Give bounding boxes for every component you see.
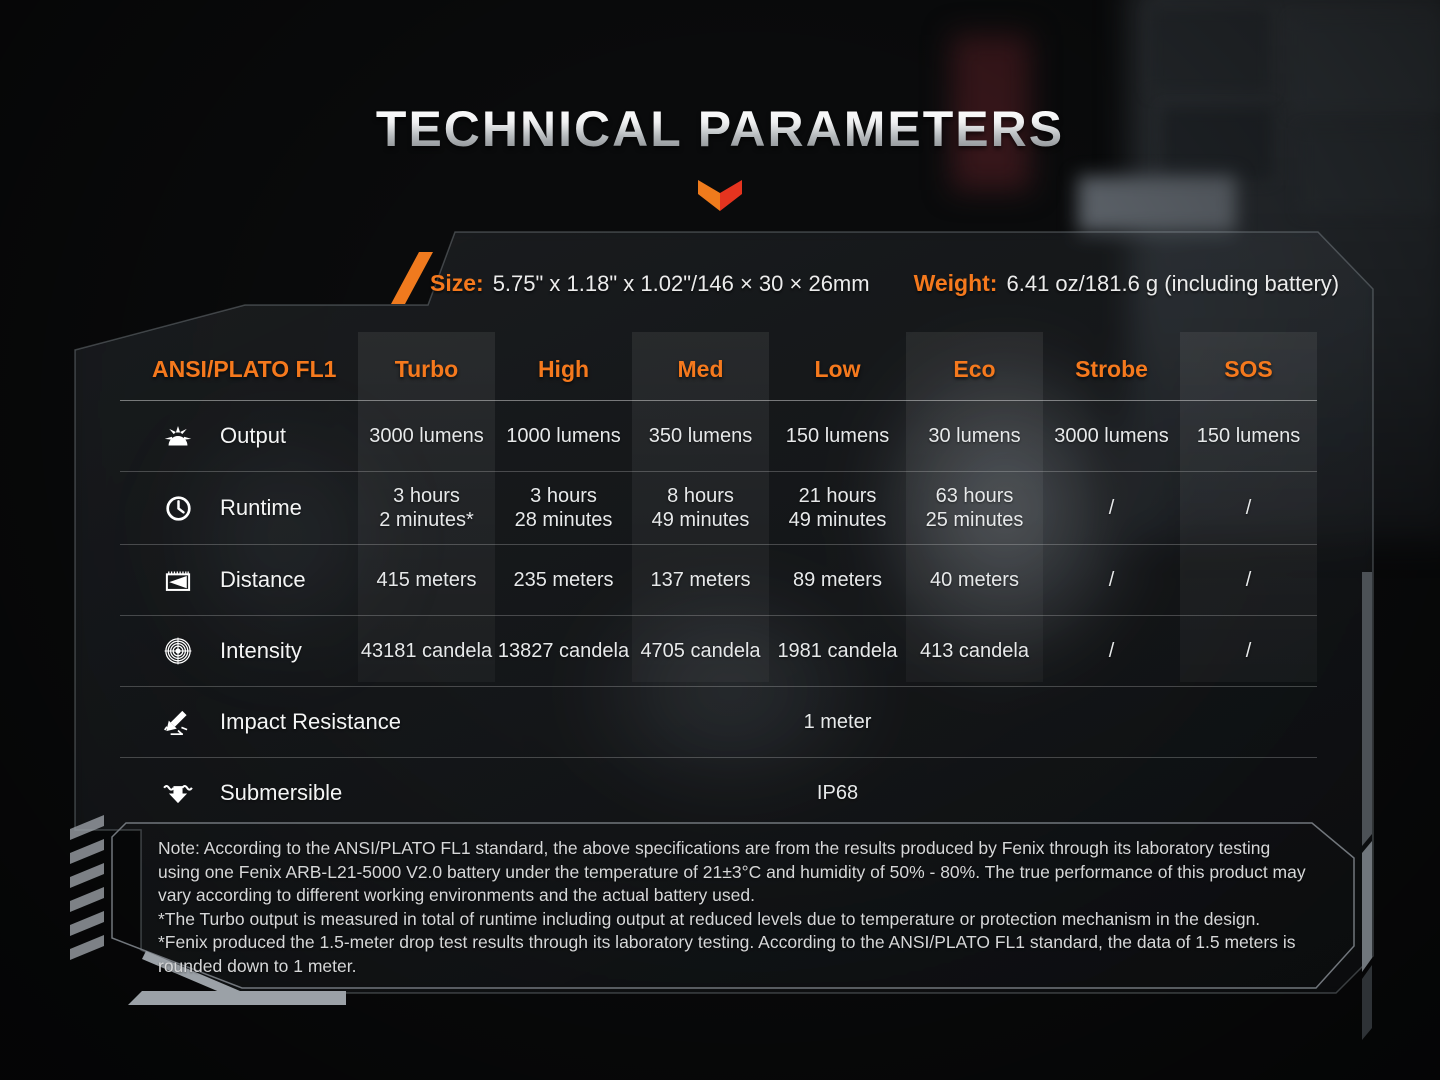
table-row-output: Output 3000 lumens 1000 lumens 350 lumen… — [120, 401, 1317, 472]
note-paragraph-2: *The Turbo output is measured in total o… — [158, 908, 1261, 929]
cell-distance-eco: 40 meters — [930, 569, 1019, 591]
weight-value: 6.41 oz/181.6 g (including battery) — [1006, 271, 1340, 296]
water-arrow-icon — [162, 779, 194, 807]
cell-intensity-sos: / — [1245, 640, 1252, 662]
table-header-row: ANSI/PLATO FL1 Turbo High Med Low Eco St… — [120, 338, 1317, 401]
cell-distance-strobe: / — [1108, 569, 1115, 591]
column-header-ansi-plato: ANSI/PLATO FL1 — [152, 355, 337, 382]
chevron-down-icon — [698, 180, 742, 212]
row-label-text: Submersible — [220, 780, 343, 805]
cell-runtime-sos: / — [1245, 497, 1252, 519]
row-label-impact: Impact Resistance — [120, 708, 401, 736]
cell-output-strobe: 3000 lumens — [1054, 425, 1169, 447]
notes: Note: According to the ANSI/PLATO FL1 st… — [158, 837, 1308, 978]
cell-output-sos: 150 lumens — [1196, 425, 1301, 447]
row-label-distance: Distance — [120, 566, 358, 594]
cell-intensity-eco: 413 candela — [920, 640, 1029, 662]
table-row-impact-resistance: Impact Resistance 1 meter — [120, 687, 1317, 758]
weight-label: Weight: — [913, 270, 998, 296]
cell-runtime-med: 8 hours 49 minutes — [651, 485, 750, 531]
column-header-med: Med — [677, 355, 724, 382]
row-label-intensity: Intensity — [120, 637, 358, 665]
column-header-eco: Eco — [953, 355, 996, 382]
cell-runtime-high: 3 hours 28 minutes — [514, 485, 613, 531]
row-label-text: Runtime — [220, 495, 302, 520]
row-label-text: Distance — [220, 567, 306, 592]
cell-output-high: 1000 lumens — [506, 425, 621, 447]
clock-icon — [162, 494, 194, 522]
note-paragraph-3: *Fenix produced the 1.5-meter drop test … — [158, 932, 1296, 976]
column-header-sos: SOS — [1224, 355, 1273, 382]
cell-output-eco: 30 lumens — [928, 425, 1021, 447]
cell-output-med: 350 lumens — [648, 425, 753, 447]
beam-distance-icon — [162, 566, 194, 594]
table-row-distance: Distance 415 meters 235 meters 137 meter… — [120, 545, 1317, 616]
cell-distance-low: 89 meters — [793, 569, 882, 591]
note-paragraph-1: Note: According to the ANSI/PLATO FL1 st… — [158, 838, 1306, 905]
row-label-text: Intensity — [220, 638, 302, 663]
cell-distance-turbo: 415 meters — [376, 569, 477, 591]
cell-runtime-low: 21 hours 49 minutes — [788, 485, 887, 531]
cell-output-turbo: 3000 lumens — [369, 425, 484, 447]
row-label-text: Output — [220, 423, 287, 448]
cell-runtime-strobe: / — [1108, 497, 1115, 519]
row-label-text: Impact Resistance — [220, 709, 401, 734]
spec-line: Size: 5.75" x 1.18" x 1.02"/146 × 30 × 2… — [430, 270, 1339, 297]
cell-submersible-value: IP68 — [816, 782, 859, 804]
column-shade-eco — [906, 332, 1043, 682]
column-shade-turbo — [358, 332, 495, 682]
impact-arrow-icon — [162, 708, 194, 736]
cell-impact-value: 1 meter — [803, 711, 872, 733]
cell-intensity-med: 4705 candela — [640, 640, 761, 662]
row-label-submersible: Submersible — [120, 779, 358, 807]
column-header-low: Low — [814, 355, 861, 382]
table-row-runtime: Runtime 3 hours 2 minutes* 3 hours 28 mi… — [120, 472, 1317, 545]
size-label: Size: — [430, 270, 484, 296]
column-shade-med — [632, 332, 769, 682]
cell-runtime-eco: 63 hours 25 minutes — [925, 485, 1024, 531]
sun-icon — [162, 422, 194, 450]
cell-intensity-strobe: / — [1108, 640, 1115, 662]
row-label-runtime: Runtime — [120, 494, 358, 522]
column-header-strobe: Strobe — [1075, 355, 1148, 382]
table-row-intensity: Intensity 43181 candela 13827 candela 47… — [120, 616, 1317, 687]
page-title: TECHNICAL PARAMETERS — [0, 100, 1440, 158]
column-shade-sos — [1180, 332, 1317, 682]
cell-intensity-turbo: 43181 candela — [360, 640, 493, 662]
cell-intensity-high: 13827 candela — [497, 640, 630, 662]
target-icon — [162, 637, 194, 665]
cell-output-low: 150 lumens — [785, 425, 890, 447]
cell-distance-sos: / — [1245, 569, 1252, 591]
column-header-turbo: Turbo — [394, 355, 459, 382]
cell-intensity-low: 1981 candela — [777, 640, 898, 662]
row-label-output: Output — [120, 422, 358, 450]
table-row-submersible: Submersible IP68 — [120, 758, 1317, 828]
cell-distance-high: 235 meters — [513, 569, 614, 591]
column-header-high: High — [537, 355, 590, 382]
size-value: 5.75" x 1.18" x 1.02"/146 × 30 × 26mm — [492, 271, 870, 296]
cell-distance-med: 137 meters — [650, 569, 751, 591]
spec-table: ANSI/PLATO FL1 Turbo High Med Low Eco St… — [120, 332, 1317, 828]
cell-runtime-turbo: 3 hours 2 minutes* — [379, 485, 474, 531]
